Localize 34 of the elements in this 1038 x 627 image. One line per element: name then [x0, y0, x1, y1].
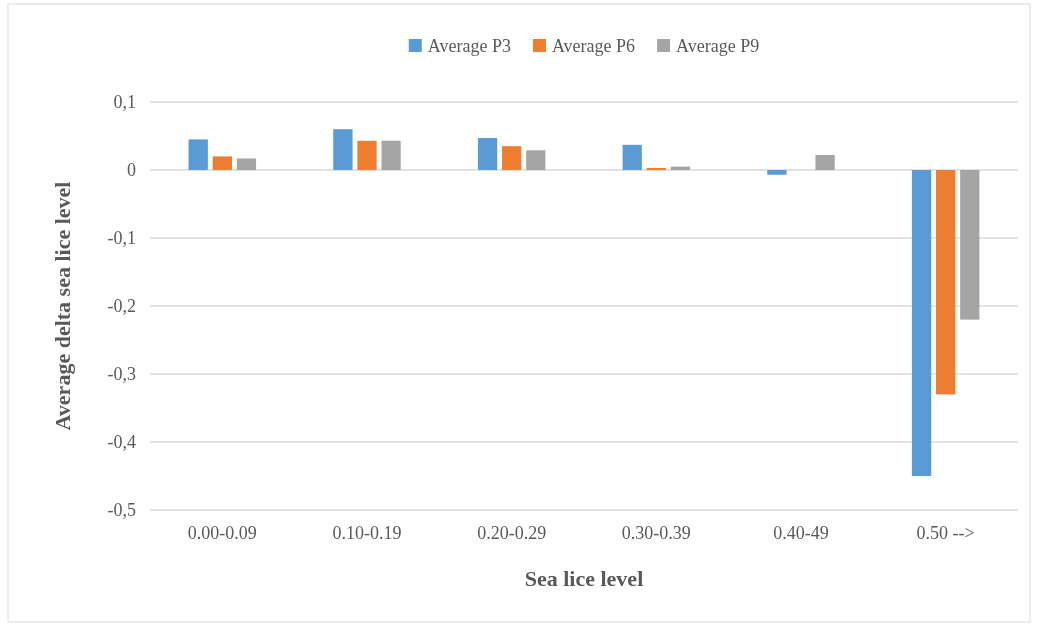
bar: [911, 170, 932, 476]
x-axis-title: Sea lice level: [524, 566, 644, 591]
bar: [188, 139, 208, 170]
bar: [236, 158, 257, 170]
legend-label: Average P9: [676, 36, 760, 56]
bar: [381, 140, 401, 170]
bar: [357, 140, 377, 170]
bar: [477, 138, 498, 170]
x-tick-label: 0.00-0.09: [187, 522, 257, 543]
x-tick-label: 0.50 -->: [916, 522, 975, 543]
y-tick-label: -0,4: [107, 432, 136, 453]
y-tick-label: -0,5: [107, 500, 136, 521]
legend-label: Average P6: [551, 36, 636, 56]
bar: [212, 156, 232, 170]
bar: [960, 170, 980, 320]
bar: [767, 170, 787, 175]
x-tick-label: 0.10-0.19: [332, 522, 402, 543]
x-tick-label: 0.40-49: [773, 522, 829, 543]
bar: [502, 146, 522, 170]
bar: [936, 170, 956, 395]
y-tick-label: -0,1: [107, 228, 136, 249]
y-tick-label: -0,3: [107, 364, 136, 385]
y-tick-label: 0: [127, 160, 136, 181]
bar: [646, 167, 666, 170]
bar: [526, 150, 546, 170]
bar: [333, 129, 353, 170]
legend-label: Average P3: [427, 36, 511, 56]
y-axis-title: Average delta sea lice level: [50, 181, 75, 431]
x-tick-label: 0.20-0.29: [477, 522, 547, 543]
bar: [815, 155, 835, 170]
y-tick-label: -0,2: [107, 296, 136, 317]
x-tick-label: 0.30-0.39: [621, 522, 691, 543]
bar: [622, 144, 642, 170]
y-tick-label: 0,1: [113, 92, 136, 113]
